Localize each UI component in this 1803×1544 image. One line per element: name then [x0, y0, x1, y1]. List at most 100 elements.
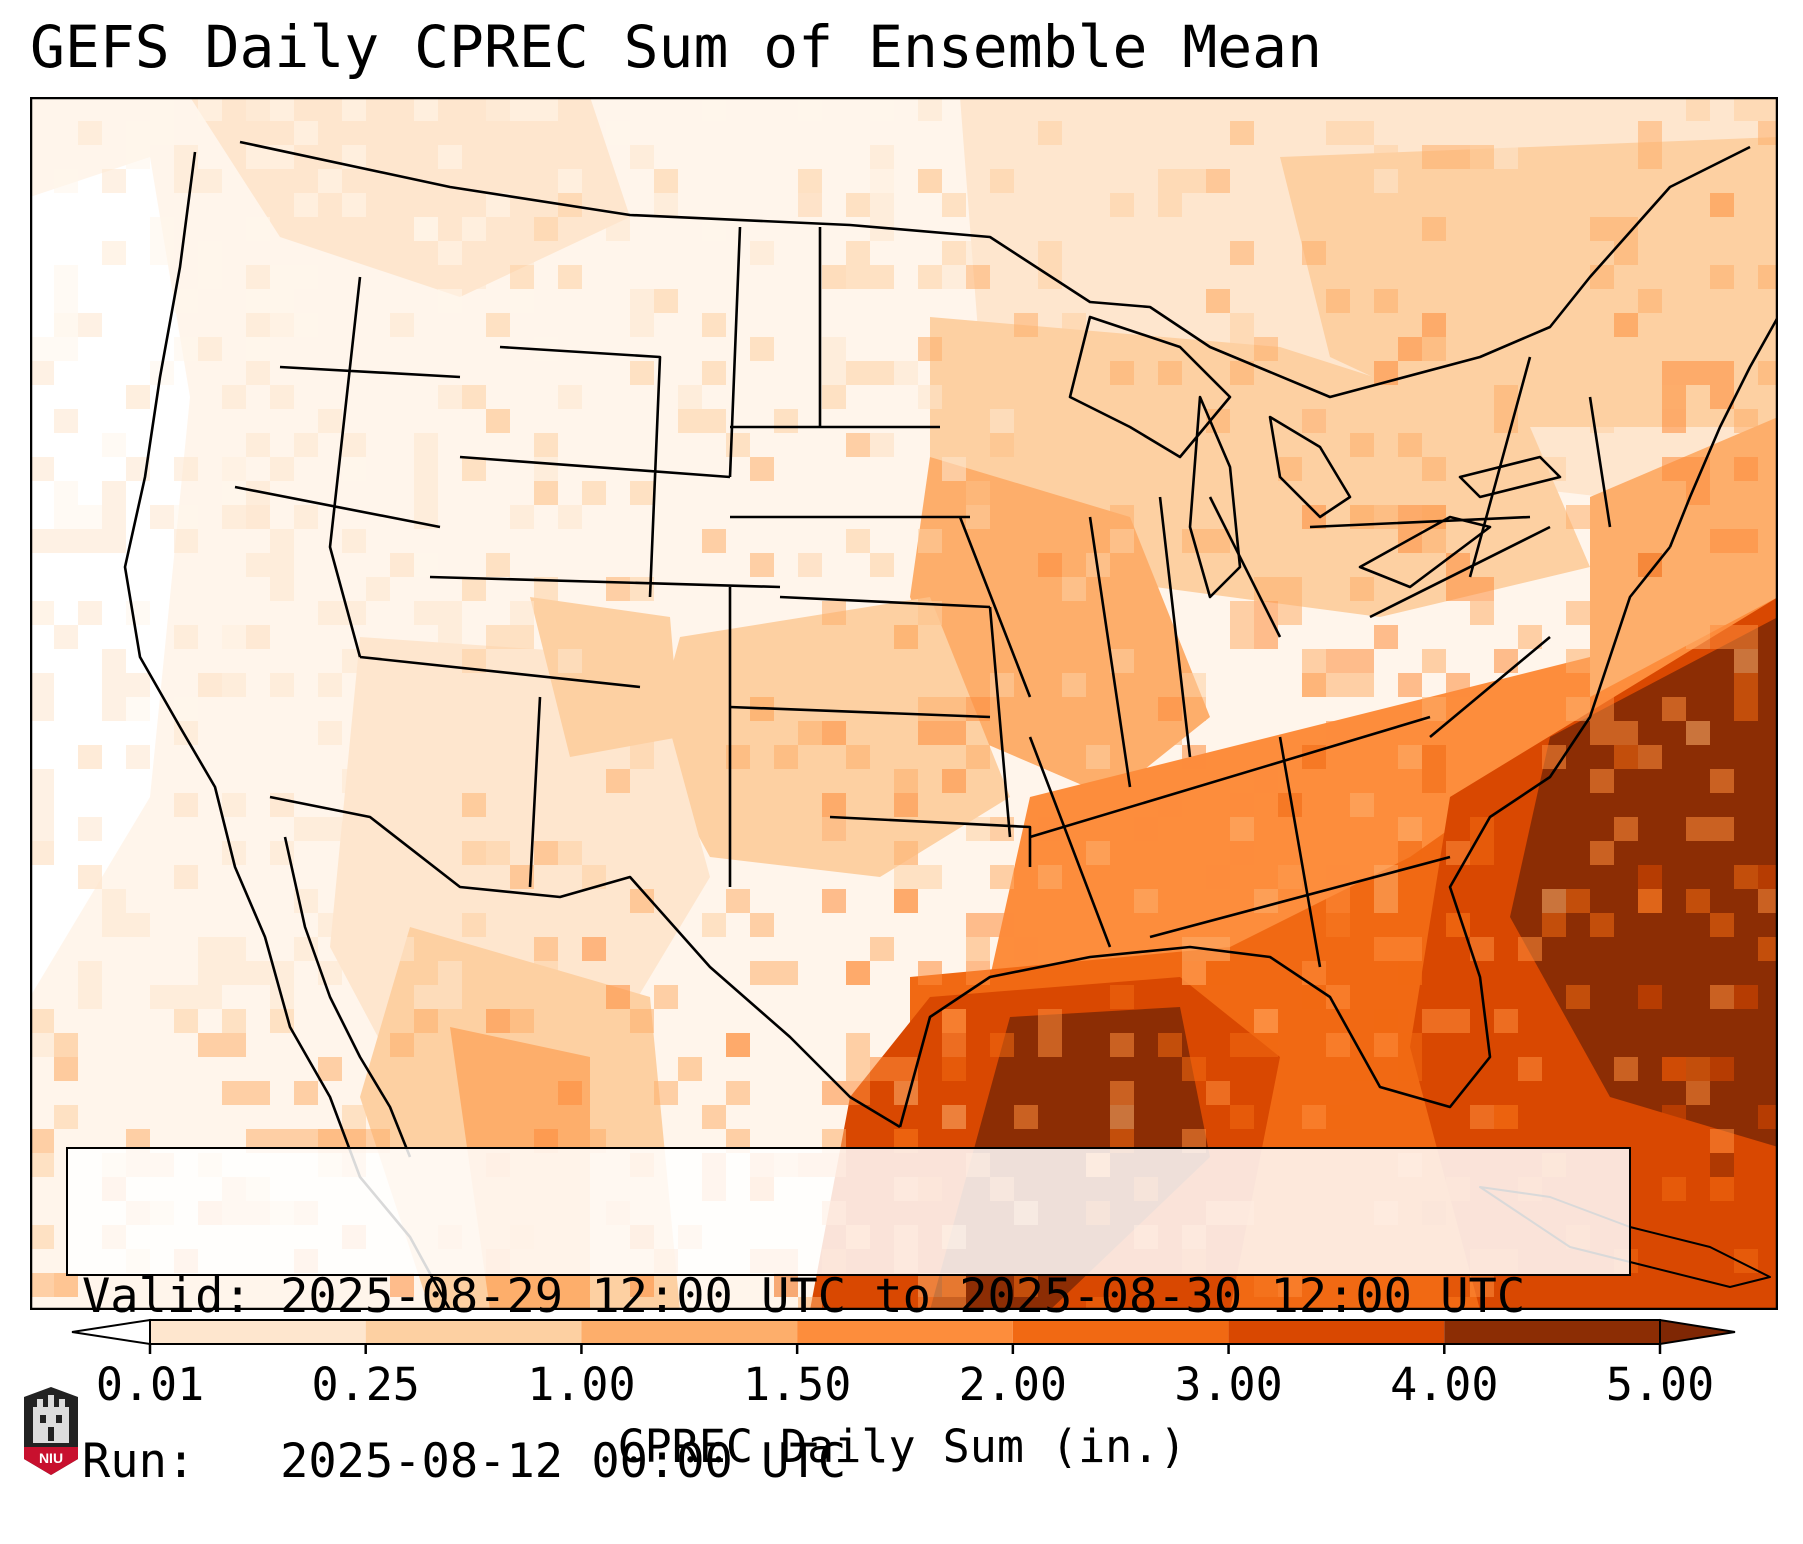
precip-grid-cell [870, 1057, 894, 1081]
precip-grid-cell [1422, 745, 1446, 769]
precip-grid-cell [342, 529, 366, 553]
precip-grid-cell [1734, 865, 1758, 889]
precip-grid-cell [54, 313, 78, 337]
precip-grid-cell [1710, 985, 1734, 1009]
precip-grid-cell [1254, 169, 1278, 193]
precip-grid-cell [270, 313, 294, 337]
precip-grid-cell [1038, 1033, 1062, 1057]
precip-grid-cell [750, 961, 774, 985]
precip-grid-cell [1374, 937, 1398, 961]
precip-grid-cell [1422, 649, 1446, 673]
precip-grid-cell [1206, 865, 1230, 889]
precip-grid-cell [54, 1273, 78, 1297]
precip-grid-cell [54, 1105, 78, 1129]
precip-grid-cell [270, 385, 294, 409]
colorbar-segment [797, 1320, 1013, 1344]
precip-grid-cell [534, 1057, 558, 1081]
precip-grid-cell [942, 721, 966, 745]
precip-grid-cell [1710, 1201, 1734, 1225]
precip-grid-cell [1446, 841, 1470, 865]
precip-grid-cell [1110, 193, 1134, 217]
precip-grid-cell [846, 961, 870, 985]
precip-grid-cell [1326, 649, 1350, 673]
precip-grid-cell [390, 745, 414, 769]
precip-grid-cell [174, 289, 198, 313]
precip-grid-cell [30, 1153, 54, 1177]
precip-grid-cell [198, 169, 222, 193]
coastline-baja [283, 836, 412, 1158]
precip-grid-cell [558, 649, 582, 673]
precip-grid-cell [1710, 1177, 1734, 1201]
precip-grid-cell [1374, 1033, 1398, 1057]
precip-grid-cell [846, 265, 870, 289]
precip-grid-cell [1134, 337, 1158, 361]
precip-grid-cell [1710, 625, 1734, 649]
precip-grid-cell [1566, 601, 1590, 625]
precip-grid-cell [1254, 1009, 1278, 1033]
colorbar-segment [365, 1320, 582, 1344]
precip-grid-cell [1590, 721, 1614, 745]
precip-grid-cell [1542, 889, 1566, 913]
precip-grid-cell [1662, 1105, 1686, 1129]
precip-grid-cell [990, 865, 1014, 889]
precip-grid-cell [1422, 1009, 1446, 1033]
precip-grid-cell [510, 1081, 534, 1105]
precip-grid-cell [342, 193, 366, 217]
precip-grid-cell [462, 385, 486, 409]
precip-grid-cell [1398, 673, 1422, 697]
precip-grid-cell [1014, 361, 1038, 385]
precip-grid-cell [102, 649, 126, 673]
colorbar-tick-label: 0.01 [95, 1358, 205, 1411]
precip-grid-cell [294, 121, 318, 145]
precip-grid-cell [1326, 913, 1350, 937]
precip-grid-cell [1590, 265, 1614, 289]
precip-grid-cell [54, 505, 78, 529]
precip-grid-cell [558, 169, 582, 193]
precip-grid-cell [1134, 217, 1158, 241]
precip-grid-cell [1158, 193, 1182, 217]
precip-grid-cell [846, 361, 870, 385]
precip-grid-cell [246, 361, 270, 385]
precip-grid-cell [1374, 1009, 1398, 1033]
precip-grid-cell [462, 265, 486, 289]
precip-grid-cell [1398, 433, 1422, 457]
precip-grid-cell [1518, 1057, 1542, 1081]
precip-grid-cell [1566, 985, 1590, 1009]
precip-grid-cell [990, 673, 1014, 697]
precip-grid-cell [942, 433, 966, 457]
precip-grid-cell [1110, 649, 1134, 673]
precip-grid-cell [534, 433, 558, 457]
precip-grid-cell [846, 1033, 870, 1057]
precip-grid-cell [438, 145, 462, 169]
precip-grid-cell [270, 457, 294, 481]
precip-grid-cell [1710, 769, 1734, 793]
precip-grid-cell [438, 961, 462, 985]
precip-grid-cell [774, 745, 798, 769]
precip-grid-cell [966, 241, 990, 265]
precip-grid-cell [222, 1081, 246, 1105]
colorbar-outline [149, 1319, 1661, 1345]
precip-grid-cell [1590, 841, 1614, 865]
precip-grid-cell [1230, 313, 1254, 337]
precip-grid-cell [822, 721, 846, 745]
precip-grid-cell [318, 409, 342, 433]
precip-grid-cell [294, 433, 318, 457]
precip-grid-cell [222, 625, 246, 649]
precip-grid-cell [798, 193, 822, 217]
precip-grid-cell [30, 673, 54, 697]
precip-grid-cell [318, 169, 342, 193]
precip-grid-cell [942, 1009, 966, 1033]
precip-grid-cell [870, 553, 894, 577]
precip-grid-cell [1446, 577, 1470, 601]
precip-grid-cell [1254, 769, 1278, 793]
precip-grid-cell [486, 313, 510, 337]
precip-grid-cell [1422, 313, 1446, 337]
precip-grid-cell [678, 409, 702, 433]
precip-grid-cell [1350, 169, 1374, 193]
precip-grid-cell [78, 985, 102, 1009]
colorbar-over-extension [1659, 1318, 1736, 1346]
map-border [30, 97, 1778, 1310]
precip-grid-cell [30, 817, 54, 841]
precip-grid-cell [918, 865, 942, 889]
colorbar-segment [581, 1320, 798, 1344]
